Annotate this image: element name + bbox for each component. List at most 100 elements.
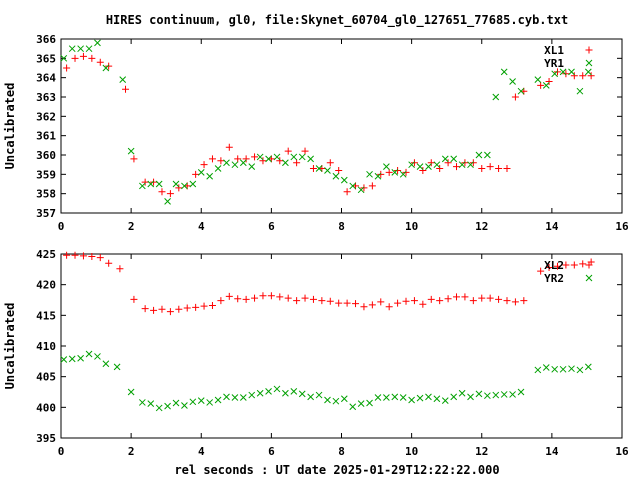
data-point bbox=[116, 265, 124, 273]
data-point bbox=[259, 157, 267, 165]
y-tick-label: 410 bbox=[36, 340, 56, 353]
data-point bbox=[265, 155, 272, 163]
data-point bbox=[408, 396, 415, 404]
data-point bbox=[357, 400, 365, 408]
data-point bbox=[458, 161, 466, 169]
data-point bbox=[467, 393, 474, 401]
data-point bbox=[332, 397, 340, 405]
y-tick-label: 360 bbox=[36, 149, 56, 162]
data-point bbox=[416, 394, 424, 402]
data-point bbox=[399, 394, 407, 401]
data-point bbox=[553, 68, 561, 76]
data-point bbox=[441, 397, 449, 404]
data-point bbox=[284, 294, 292, 302]
data-point bbox=[290, 388, 298, 395]
data-point bbox=[273, 385, 281, 393]
data-point bbox=[562, 261, 570, 269]
x-tick-label: 0 bbox=[58, 445, 65, 458]
data-point bbox=[441, 155, 449, 163]
data-point bbox=[537, 81, 545, 89]
data-point bbox=[402, 168, 410, 176]
y-tick-label: 405 bbox=[36, 371, 56, 384]
y-tick-label: 357 bbox=[36, 207, 56, 220]
data-point bbox=[282, 159, 289, 167]
x-tick-label: 10 bbox=[405, 445, 418, 458]
x-tick-label: 14 bbox=[545, 220, 559, 233]
data-point bbox=[225, 143, 233, 151]
data-point bbox=[570, 72, 578, 80]
data-point bbox=[130, 155, 138, 163]
data-point bbox=[138, 182, 146, 190]
data-point bbox=[155, 180, 163, 188]
data-point bbox=[206, 399, 214, 406]
data-point bbox=[79, 252, 87, 260]
data-point bbox=[500, 68, 508, 76]
legend-marker bbox=[585, 261, 593, 269]
data-point bbox=[150, 306, 158, 314]
top-panel: 0 2 4 6 8 10 12 14 16 357 358 359 360 361 362 363 364 365… bbox=[3, 33, 629, 233]
data-point bbox=[410, 297, 418, 305]
data-point bbox=[138, 399, 146, 406]
plot-frame bbox=[60, 38, 623, 214]
y-tick-label: 359 bbox=[36, 168, 56, 181]
data-point bbox=[150, 178, 158, 186]
y-tick-label: 358 bbox=[36, 188, 56, 201]
data-point bbox=[326, 159, 334, 167]
data-point bbox=[553, 262, 561, 270]
data-point bbox=[60, 54, 68, 62]
legend-marker bbox=[585, 274, 593, 282]
data-point bbox=[436, 297, 444, 305]
data-point bbox=[141, 178, 149, 186]
data-point bbox=[214, 165, 222, 172]
data-point bbox=[259, 292, 267, 300]
y-tick-label: 420 bbox=[36, 279, 56, 292]
data-point bbox=[189, 398, 197, 406]
x-tick-label: 6 bbox=[268, 220, 275, 233]
x-tick-label: 8 bbox=[338, 220, 345, 233]
series-xl2 bbox=[63, 251, 595, 316]
data-point bbox=[576, 87, 584, 95]
data-point bbox=[349, 403, 357, 411]
data-point bbox=[383, 163, 390, 170]
data-point bbox=[197, 397, 205, 404]
y-tick-label: 361 bbox=[36, 130, 56, 143]
data-point bbox=[374, 172, 382, 180]
data-point bbox=[486, 294, 494, 302]
data-point bbox=[88, 54, 96, 62]
data-point bbox=[164, 402, 171, 410]
data-point bbox=[391, 169, 399, 176]
data-point bbox=[324, 167, 331, 174]
series-xl1 bbox=[63, 52, 595, 198]
data-point bbox=[475, 390, 483, 398]
data-point bbox=[374, 394, 382, 401]
data-point bbox=[478, 165, 486, 173]
y-tick-label: 365 bbox=[36, 52, 56, 65]
data-point bbox=[484, 151, 491, 159]
data-point bbox=[301, 147, 309, 155]
data-point bbox=[444, 159, 452, 167]
data-point bbox=[377, 170, 385, 178]
data-point bbox=[368, 301, 376, 309]
y-tick-label: 415 bbox=[36, 309, 56, 322]
data-point bbox=[276, 293, 284, 301]
data-point bbox=[366, 170, 373, 178]
data-point bbox=[96, 254, 104, 262]
data-point bbox=[450, 393, 458, 401]
data-point bbox=[495, 295, 503, 303]
data-point bbox=[332, 172, 340, 180]
x-tick-label: 14 bbox=[545, 445, 559, 458]
data-point bbox=[298, 153, 306, 161]
data-point bbox=[433, 395, 441, 403]
data-point bbox=[94, 39, 101, 47]
data-point bbox=[94, 353, 101, 360]
data-point bbox=[85, 350, 93, 358]
data-point bbox=[360, 184, 368, 192]
data-point bbox=[343, 188, 351, 196]
data-point bbox=[475, 151, 483, 159]
series-yr1 bbox=[60, 39, 592, 205]
data-point bbox=[166, 190, 174, 198]
data-point bbox=[223, 393, 230, 401]
data-point bbox=[542, 364, 550, 371]
data-point bbox=[298, 390, 306, 398]
